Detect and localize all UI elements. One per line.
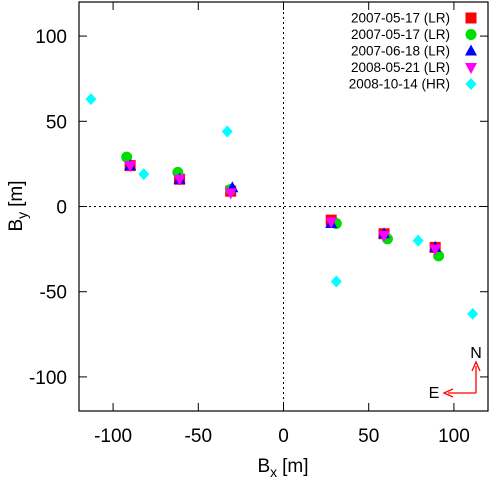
legend-label: 2007-06-18 (LR) xyxy=(351,44,450,59)
y-tick-label: 0 xyxy=(56,198,67,219)
x-axis-label: Bx [m] xyxy=(257,456,308,479)
series-4 xyxy=(124,161,442,256)
plot-frame xyxy=(78,1,489,412)
point-circle xyxy=(121,151,133,163)
legend-label: 2008-05-21 (LR) xyxy=(351,60,450,75)
x-tick-label: 0 xyxy=(278,426,289,447)
legend-marker-triangle-up xyxy=(465,44,477,56)
compass-rose: N E xyxy=(429,345,482,402)
y-tick-label: -100 xyxy=(29,368,67,389)
x-tick-label: -100 xyxy=(94,426,132,447)
point-diamond xyxy=(138,168,150,181)
y-tick-label: -50 xyxy=(40,283,67,304)
north-label: N xyxy=(470,345,482,362)
x-tick-label: 100 xyxy=(438,426,470,447)
point-triangle-down xyxy=(325,217,338,229)
legend-marker-circle xyxy=(465,29,477,40)
y-tick-label: 100 xyxy=(35,27,67,48)
point-diamond xyxy=(412,234,424,247)
point-diamond xyxy=(85,93,97,106)
legend-label: 2007-05-17 (LR) xyxy=(351,27,450,42)
axis-ticks: -100 -50 0 50 100 -100 -50 0 50 100 xyxy=(29,2,488,447)
north-arrow-head xyxy=(471,360,481,372)
series-5 xyxy=(85,93,479,320)
east-arrow-head xyxy=(442,388,454,398)
legend-marker-diamond xyxy=(465,78,477,90)
y-tick-label: 50 xyxy=(46,112,67,133)
series-3 xyxy=(124,159,442,252)
data-points xyxy=(85,93,479,320)
point-diamond xyxy=(330,275,342,288)
x-tick-label: -50 xyxy=(185,426,212,447)
point-triangle-down xyxy=(378,230,391,242)
legend-label: 2007-05-17 (LR) xyxy=(351,11,450,26)
legend-marker-triangle-down xyxy=(465,63,477,74)
point-triangle-down xyxy=(173,174,186,186)
y-axis-label: By[m] xyxy=(6,180,30,231)
zero-lines xyxy=(79,2,488,411)
legend: 2007-05-17 (LR)2007-05-17 (LR) 2007-06-18… xyxy=(349,11,477,92)
point-triangle-down xyxy=(124,161,137,173)
legend-marker-square xyxy=(465,12,477,24)
point-triangle-down xyxy=(224,188,237,200)
x-tick-label: 50 xyxy=(358,426,379,447)
point-triangle-down xyxy=(429,244,442,256)
point-diamond xyxy=(221,125,233,138)
point-diamond xyxy=(467,307,479,320)
east-label: E xyxy=(429,385,440,402)
legend-label: 2008-10-14 (HR) xyxy=(349,77,450,92)
series-1 xyxy=(124,160,441,253)
